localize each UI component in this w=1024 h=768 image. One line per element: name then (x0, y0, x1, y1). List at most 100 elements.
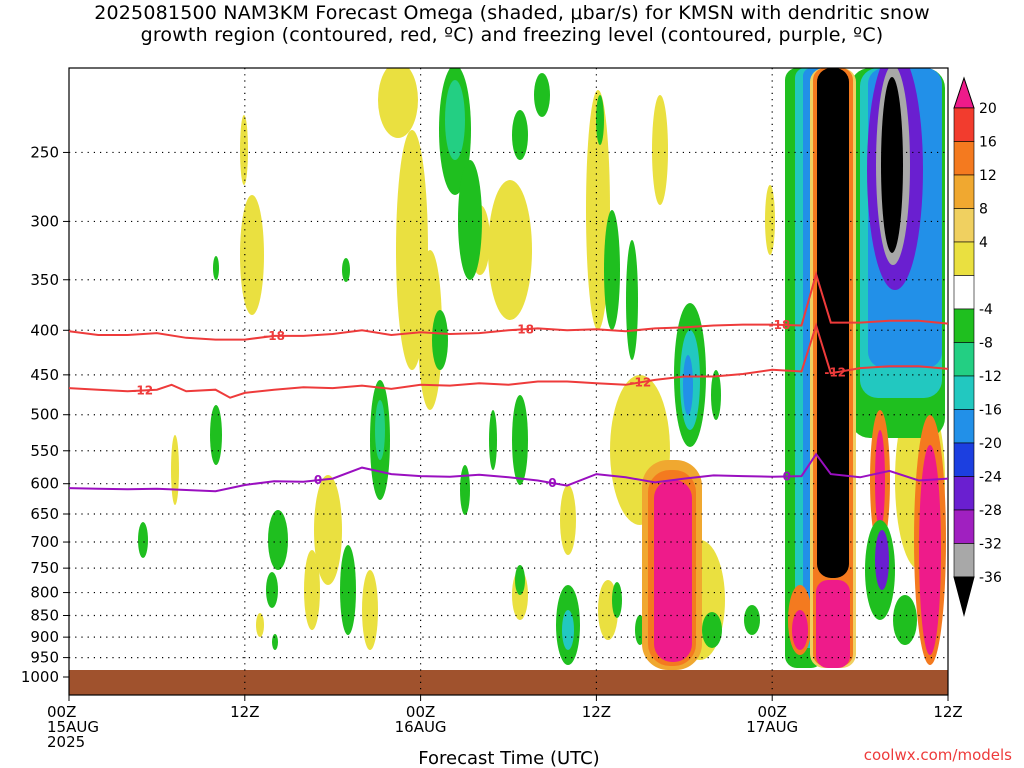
y-tick-label: 300 (30, 212, 59, 230)
colorbar-label: -8 (979, 336, 993, 352)
contour-label: -12 (131, 383, 153, 397)
colorbar-segment (953, 442, 975, 477)
omega-blob (304, 550, 320, 630)
colorbar: 20 16 12 8 4 -4 -8 -12 -16 -20 -24 -28 -32 -36 (953, 76, 1002, 617)
contours: -18 -18 -18 -12 -12 -12 0 0 0 (68, 270, 949, 493)
colorbar-segment (953, 375, 975, 410)
y-tick-label: 1000 (21, 668, 59, 686)
omega-blob (171, 435, 179, 505)
y-tick-label: 600 (30, 475, 59, 493)
omega-blob (626, 240, 638, 360)
omega-blob (881, 77, 903, 253)
credit-text: coolwx.com/models (864, 746, 1012, 764)
y-tick-label: 750 (30, 559, 59, 577)
y-tick-label: 500 (30, 406, 59, 424)
colorbar-segment (953, 342, 975, 377)
omega-blob (512, 395, 528, 485)
y-tick-label: 950 (30, 649, 59, 667)
omega-blob (744, 605, 760, 635)
omega-blob (702, 612, 722, 648)
colorbar-label: 12 (979, 168, 997, 184)
colorbar-label: 16 (979, 135, 997, 151)
y-tick-label: 900 (30, 628, 59, 646)
omega-blob (375, 400, 385, 460)
omega-blob (562, 610, 574, 650)
contour-label: -12 (824, 365, 846, 379)
omega-blob (314, 475, 342, 585)
colorbar-label: -36 (979, 570, 1002, 586)
x-axis-label: Forecast Time (UTC) (418, 748, 599, 768)
y-tick-label: 250 (30, 143, 59, 161)
omega-blob (596, 95, 604, 145)
contour-freezing_level (68, 452, 949, 493)
chart-title-line1: 2025081500 NAM3KM Forecast Omega (shaded… (94, 2, 930, 24)
omega-blob (210, 405, 222, 465)
y-tick-label: 350 (30, 271, 59, 289)
colorbar-label: -12 (979, 369, 1002, 385)
colorbar-label: 20 (979, 101, 997, 117)
colorbar-segment (953, 576, 975, 617)
omega-blob (362, 570, 378, 650)
contour-label: -12 (630, 375, 652, 389)
omega-blob (534, 73, 550, 117)
colorbar-label: 4 (979, 235, 988, 251)
contour-label: 0 (783, 469, 791, 483)
colorbar-label: -16 (979, 403, 1002, 419)
x-tick-label: 17AUG (746, 718, 798, 736)
colorbar-segment (953, 241, 975, 276)
omega-blob (268, 510, 288, 570)
colorbar-label: -4 (979, 302, 993, 318)
x-tick-label: 12Z (582, 703, 611, 721)
x-tick-label: 00Z (406, 703, 435, 721)
omega-blob (652, 95, 668, 205)
x-tick-label: 16AUG (395, 718, 447, 736)
contour-dgz_top (68, 270, 949, 341)
contour-label: 0 (314, 473, 322, 487)
colorbar-segment (953, 174, 975, 209)
y-tick-label: 400 (30, 321, 59, 339)
colorbar-segment (953, 141, 975, 176)
y-tick-label: 650 (30, 505, 59, 523)
colorbar-segment (953, 543, 975, 578)
chart-title: 2025081500 NAM3KM Forecast Omega (shaded… (0, 2, 1024, 46)
omega-blob (342, 258, 350, 282)
colorbar-label: -20 (979, 436, 1002, 452)
y-axis: 250 300 350 400 450 500 550 600 650 700 750 800 850 9… (21, 143, 69, 686)
colorbar-segment (953, 308, 975, 343)
omega-blob (213, 256, 219, 280)
omega-blob (875, 430, 885, 530)
x-tick-label: 2025 (47, 733, 85, 751)
omega-blob (654, 480, 692, 662)
omega-blob (272, 634, 278, 650)
y-tick-label: 850 (30, 607, 59, 625)
omega-blob (765, 185, 775, 255)
grid (69, 68, 948, 695)
contour-label: 0 (548, 476, 556, 490)
x-tick-label: 00Z (47, 703, 76, 721)
colorbar-segment (953, 208, 975, 243)
y-tick-label: 550 (30, 442, 59, 460)
omega-blob (893, 595, 917, 645)
omega-blob (460, 465, 470, 515)
omega-blob (240, 115, 248, 185)
x-tick-label: 12Z (933, 703, 962, 721)
x-tick-label: 00Z (758, 703, 787, 721)
y-tick-label: 700 (30, 533, 59, 551)
contour-label: -18 (769, 318, 791, 332)
omega-blob (560, 485, 576, 555)
omega-blob (816, 580, 850, 668)
colorbar-segment (953, 476, 975, 511)
omega-blob (266, 572, 278, 608)
omega-blob (488, 180, 532, 320)
omega-blob (432, 310, 448, 370)
omega-blob (138, 522, 148, 558)
colorbar-segment (953, 275, 975, 310)
colorbar-label: -28 (979, 503, 1002, 519)
colorbar-segment (953, 409, 975, 444)
omega-shading (138, 68, 946, 670)
plot-frame (68, 67, 949, 696)
x-tick-label: 15AUG (47, 718, 99, 736)
omega-blob (418, 250, 442, 410)
x-tick-label: 12Z (230, 703, 259, 721)
